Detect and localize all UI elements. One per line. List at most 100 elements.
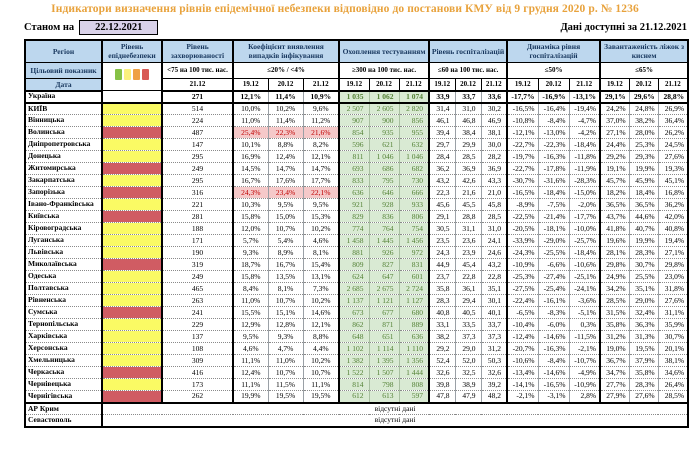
table-row: Полтавська 465 8,4% 8,1% 7,3% 2 685 2 675 2 724… — [25, 282, 689, 295]
dynamics-cell: -16,5% — [507, 186, 539, 199]
testing-cell: 1 046 — [399, 150, 431, 163]
hospitalization-cell: 36,1 — [455, 282, 482, 295]
dynamics-cell: -29,0% — [538, 234, 570, 247]
detection-cell: 22,1% — [303, 186, 341, 199]
detection-cell: 11,4% — [268, 90, 304, 104]
beds-cell: 27,6% — [629, 390, 659, 404]
hospitalization-cell: 22,8 — [481, 270, 509, 283]
detection-cell: 16,7% — [233, 174, 269, 187]
beds-cell: 29,0% — [629, 294, 659, 307]
detection-cell: 4,4% — [303, 342, 341, 355]
table-row: Дніпропетровська 147 10,1% 8,8% 8,2% 596 621 63… — [25, 138, 689, 151]
incidence-cell: 514 — [162, 102, 234, 115]
testing-cell: 680 — [399, 306, 431, 319]
beds-cell: 29,3% — [629, 150, 659, 163]
dynamics-cell: -3,1% — [538, 390, 570, 404]
region-cell: Запорізька — [25, 186, 103, 199]
hospitalization-cell: 44,9 — [429, 258, 456, 271]
hospitalization-cell: 47,9 — [455, 390, 482, 404]
incidence-cell: 263 — [162, 294, 234, 307]
as-of: Станом на 22.12.2021 — [24, 20, 159, 35]
testing-cell: 2 605 — [369, 102, 400, 115]
region-cell: Харківська — [25, 330, 103, 343]
col-header-beds: Завантаженість ліжок з киснем — [599, 39, 689, 63]
hospitalization-cell: 36,2 — [429, 162, 456, 175]
hospitalization-cell: 29,1 — [429, 210, 456, 223]
detection-cell: 16,9% — [233, 150, 269, 163]
hospitalization-cell: 28,8 — [455, 210, 482, 223]
region-cell: Житомирська — [25, 162, 103, 175]
hospitalization-cell: 38,1 — [481, 126, 509, 139]
testing-cell: 647 — [369, 270, 400, 283]
dynamics-cell: -25,3% — [507, 270, 539, 283]
detection-cell: 21,6% — [303, 126, 341, 139]
region-cell: Кіровоградська — [25, 222, 103, 235]
testing-cell: 636 — [399, 330, 431, 343]
as-of-date: 22.12.2021 — [79, 20, 159, 35]
level-cell — [102, 270, 163, 283]
detection-cell: 10,1% — [233, 138, 269, 151]
dynamics-cell: -13,0% — [538, 126, 570, 139]
beds-cell: 28,5% — [658, 390, 689, 404]
hospitalization-cell: 40,8 — [429, 306, 456, 319]
beds-cell: 30,7% — [658, 330, 689, 343]
detection-cell: 15,3% — [303, 210, 341, 223]
hospitalization-cell: 28,4 — [429, 150, 456, 163]
region-cell: Миколаївська — [25, 258, 103, 271]
region-cell: Чернівецька — [25, 378, 103, 391]
dynamics-cell: -12,4% — [507, 330, 539, 343]
detection-cell: 10,3% — [233, 198, 269, 211]
level-cell — [102, 342, 163, 355]
dynamics-cell: -10,8% — [507, 114, 539, 127]
date-row-label: Дата — [24, 77, 103, 92]
region-cell: Україна — [25, 90, 103, 104]
date-cell: 21.12 — [161, 77, 234, 92]
level-cell — [102, 102, 163, 115]
dynamics-cell: -16,3% — [538, 150, 570, 163]
hospitalization-cell: 28,2 — [481, 150, 509, 163]
detection-cell: 4,6% — [233, 342, 269, 355]
beds-cell: 26,2% — [658, 126, 689, 139]
region-cell: КИЇВ — [25, 102, 103, 115]
hospitalization-cell: 38,4 — [455, 126, 482, 139]
hospitalization-cell: 29,7 — [429, 138, 456, 151]
hospitalization-cell: 45,5 — [455, 198, 482, 211]
dynamics-cell: -10,4% — [507, 318, 539, 331]
incidence-cell: 224 — [162, 114, 234, 127]
dynamics-cell: -19,4% — [569, 102, 602, 115]
hospitalization-cell: 31,2 — [481, 342, 509, 355]
detection-cell: 14,6% — [303, 306, 341, 319]
testing-cell: 928 — [369, 198, 400, 211]
hospitalization-cell: 21,0 — [481, 186, 509, 199]
beds-cell: 35,1% — [629, 282, 659, 295]
detection-cell: 11,1% — [303, 378, 341, 391]
hospitalization-cell: 21,6 — [455, 186, 482, 199]
hospitalization-cell: 31,0 — [481, 222, 509, 235]
beds-cell: 36,5% — [629, 198, 659, 211]
testing-cell: 596 — [339, 138, 370, 151]
beds-cell: 24,2% — [600, 102, 630, 115]
hospitalization-cell: 33,7 — [481, 318, 509, 331]
col-header-detection: Коефіцієнт виявлення випадків інфікуванн… — [232, 39, 341, 63]
incidence-cell: 171 — [162, 234, 234, 247]
beds-cell: 24,4% — [600, 138, 630, 151]
beds-cell: 29,1% — [600, 90, 630, 104]
dynamics-cell: -25,7% — [569, 234, 602, 247]
hospitalization-cell: 47,8 — [429, 390, 456, 404]
detection-cell: 11,2% — [303, 114, 341, 127]
detection-cell: 11,0% — [233, 114, 269, 127]
hospitalization-cell: 29,9 — [455, 138, 482, 151]
col-header-level: Рівень епіднебезпеки — [101, 39, 163, 63]
detection-cell: 13,5% — [268, 270, 304, 283]
epidemic-level-legend — [101, 61, 163, 91]
testing-cell: 730 — [399, 174, 431, 187]
detection-cell: 19,9% — [233, 390, 269, 404]
dynamics-cell: -10,7% — [569, 354, 602, 367]
detection-cell: 12,8% — [268, 318, 304, 331]
testing-cell: 1 137 — [339, 294, 370, 307]
beds-cell: 29,8% — [600, 258, 630, 271]
hospitalization-cell: 32,6 — [429, 366, 456, 379]
testing-cell: 798 — [369, 378, 400, 391]
testing-cell: 856 — [399, 114, 431, 127]
col-header-testing: Охоплення тестуванням — [338, 39, 431, 63]
